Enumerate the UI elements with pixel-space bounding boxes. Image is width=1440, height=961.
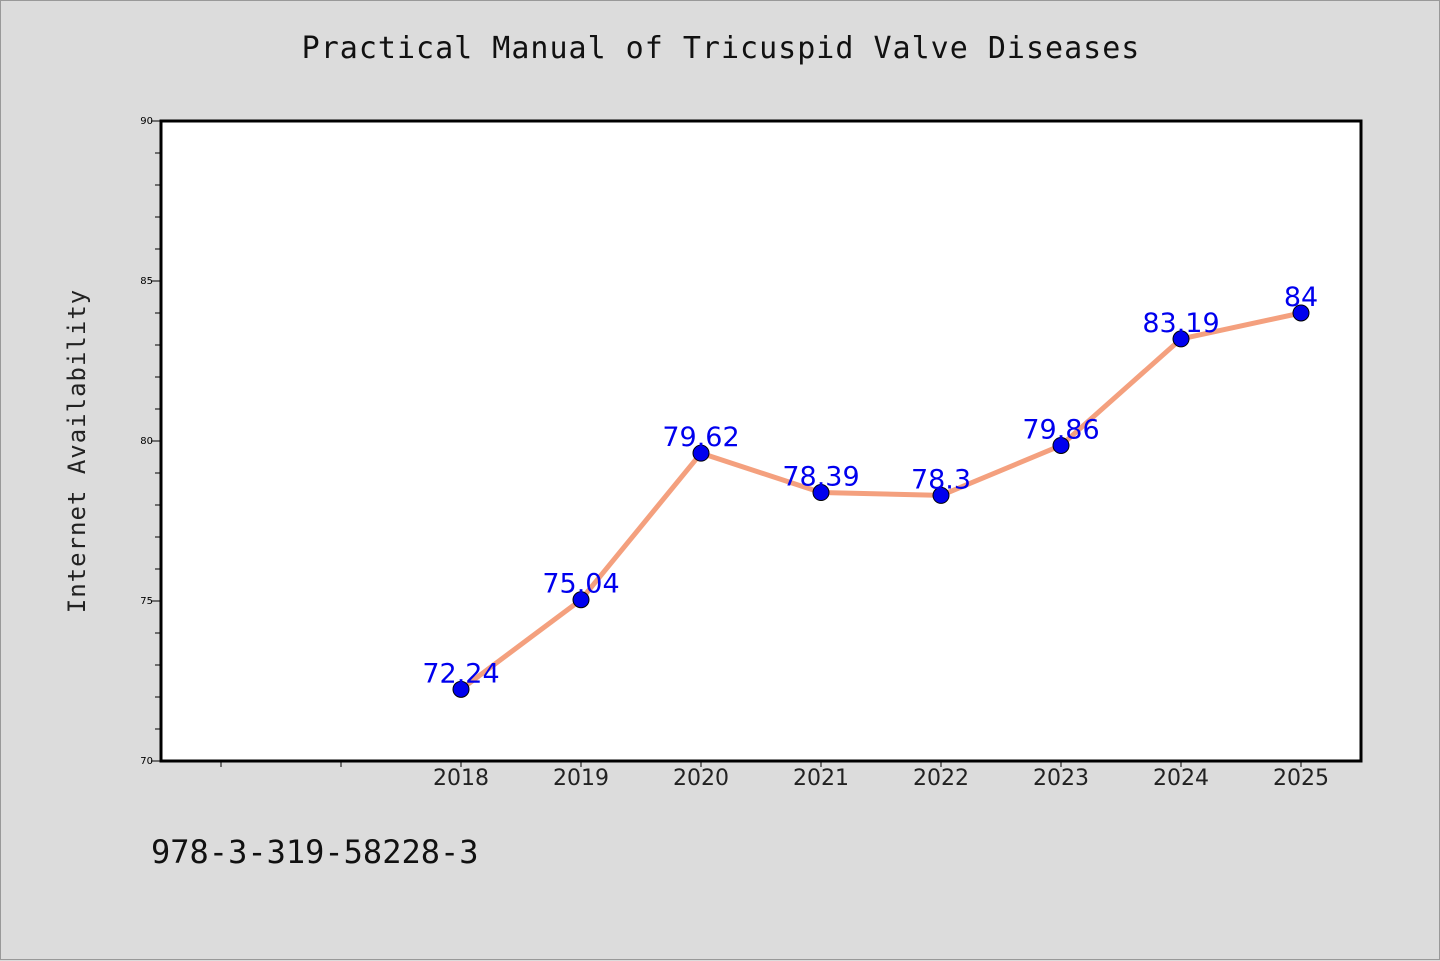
x-tick-label: 2020 (673, 766, 729, 791)
x-tick-label: 2019 (553, 766, 609, 791)
data-label: 72.24 (422, 658, 499, 689)
data-label: 83.19 (1142, 308, 1219, 339)
x-tick-label: 2025 (1273, 766, 1329, 791)
x-tick-label: 2023 (1033, 766, 1089, 791)
isbn-code: 978-3-319-58228-3 (151, 833, 479, 871)
data-label: 78.39 (782, 462, 859, 493)
data-point (692, 444, 710, 462)
data-label: 78.3 (911, 464, 971, 495)
data-point (1292, 304, 1310, 322)
x-tick-label: 2024 (1153, 766, 1209, 791)
data-point (452, 680, 470, 698)
y-tick-label: 85 (140, 276, 153, 287)
x-tick-label: 2021 (793, 766, 849, 791)
y-tick-label: 70 (140, 756, 153, 767)
series-line (458, 310, 1304, 692)
x-tick-label: 2018 (433, 766, 489, 791)
data-point (1052, 436, 1070, 454)
y-tick-label: 75 (140, 596, 153, 607)
plot-area (159, 119, 1363, 763)
data-label: 84 (1284, 282, 1318, 313)
y-tick-label: 90 (140, 116, 153, 127)
data-label: 79.62 (662, 422, 739, 453)
data-label: 79.86 (1022, 414, 1099, 445)
chart-title: Practical Manual of Tricuspid Valve Dise… (301, 31, 1141, 66)
data-point (812, 484, 830, 502)
x-tick-label: 2022 (913, 766, 969, 791)
data-point (1172, 330, 1190, 348)
data-point (932, 486, 950, 504)
data-point (572, 591, 590, 609)
data-label: 75.04 (542, 569, 619, 600)
y-tick-label: 80 (140, 436, 153, 447)
